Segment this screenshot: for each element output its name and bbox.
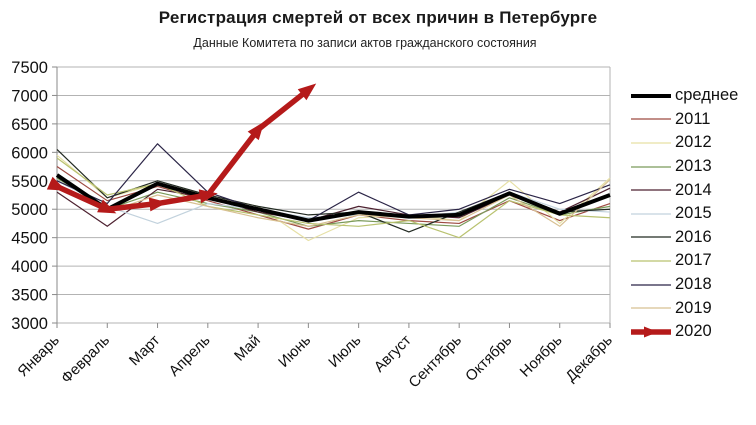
legend-item-среднее: среднее: [630, 84, 754, 108]
series-line-2020: [55, 87, 311, 212]
legend-swatch-2011: [631, 118, 671, 120]
x-axis-label: Август: [371, 332, 415, 376]
x-axis-label: Февраль: [58, 332, 113, 387]
legend-label: среднее: [675, 86, 739, 105]
y-axis-label: 5500: [11, 173, 48, 191]
arrow-marker: [297, 83, 317, 101]
legend-item-2018: 2018: [630, 273, 754, 297]
y-axis-label: 3000: [11, 315, 48, 333]
arrow-marker: [97, 199, 117, 214]
legend-swatch-2020: [631, 326, 671, 338]
legend-swatch-2015: [631, 213, 671, 215]
legend-item-2020: 2020: [630, 320, 754, 344]
legend-item-2012: 2012: [630, 131, 754, 155]
x-axis-label: Июль: [325, 332, 364, 371]
chart-title: Регистрация смертей от всех причин в Пет…: [158, 8, 598, 27]
legend-label: 2011: [675, 109, 711, 128]
legend-label: 2018: [675, 275, 712, 294]
x-axis-label: Сентябрь: [405, 332, 465, 392]
y-axis-label: 7500: [11, 59, 48, 77]
legend-item-2017: 2017: [630, 249, 754, 273]
x-axis-label: Июнь: [275, 332, 314, 371]
y-axis-label: 4000: [11, 258, 48, 276]
y-axis-label: 4500: [11, 230, 48, 248]
arrow-marker: [247, 121, 265, 141]
series-line-2017: [56, 157, 611, 239]
legend-swatch-2014: [631, 189, 671, 191]
legend-label: 2020: [675, 322, 712, 341]
legend-label: 2015: [675, 204, 712, 223]
legend-item-2011: 2011: [630, 108, 754, 132]
y-axis-label: 5000: [11, 201, 48, 219]
legend-item-2016: 2016: [630, 226, 754, 250]
arrow-marker: [46, 176, 67, 191]
y-axis-label: 3500: [11, 287, 48, 305]
y-axis-label: 7000: [11, 87, 48, 105]
legend-swatch-2013: [631, 165, 671, 168]
arrow-marker: [198, 189, 218, 204]
legend-swatch-2019: [631, 307, 671, 309]
chart-subtitle: Данные Комитета по записи актов гражданс…: [193, 36, 537, 50]
x-axis-label: Ноябрь: [517, 332, 566, 381]
x-axis-label: Апрель: [166, 332, 214, 380]
y-axis-label: 6500: [11, 116, 48, 134]
legend-swatch-2018: [631, 283, 671, 286]
x-axis-label: Март: [126, 332, 163, 369]
series-line-2018: [56, 143, 611, 222]
legend-swatch-среднее: [631, 93, 671, 98]
x-axis-label: Декабрь: [562, 332, 616, 386]
legend-swatch-2016: [631, 236, 671, 238]
legend-item-2015: 2015: [630, 202, 754, 226]
legend-label: 2017: [675, 251, 712, 270]
arrow-marker: [148, 197, 168, 212]
legend-item-2013: 2013: [630, 155, 754, 179]
legend-label: 2016: [675, 227, 712, 246]
legend-arrow-icon: [644, 326, 658, 338]
x-axis-label: Май: [231, 332, 264, 365]
legend-swatch-2012: [631, 142, 671, 144]
legend-swatch-2017: [631, 260, 671, 262]
legend-label: 2014: [675, 180, 712, 199]
legend-label: 2013: [675, 157, 712, 176]
legend-label: 2019: [675, 298, 712, 317]
y-axis-label: 6000: [11, 144, 48, 162]
x-axis-label: Октябрь: [462, 332, 515, 385]
legend-item-2019: 2019: [630, 296, 754, 320]
x-axis-label: Январь: [14, 332, 63, 381]
legend-label: 2012: [675, 133, 712, 152]
legend-item-2014: 2014: [630, 178, 754, 202]
legend: среднее 2011 2012 2013 2014 2015 2016 2017 2018 2…: [630, 84, 754, 344]
series-line-среднее: [55, 173, 611, 223]
